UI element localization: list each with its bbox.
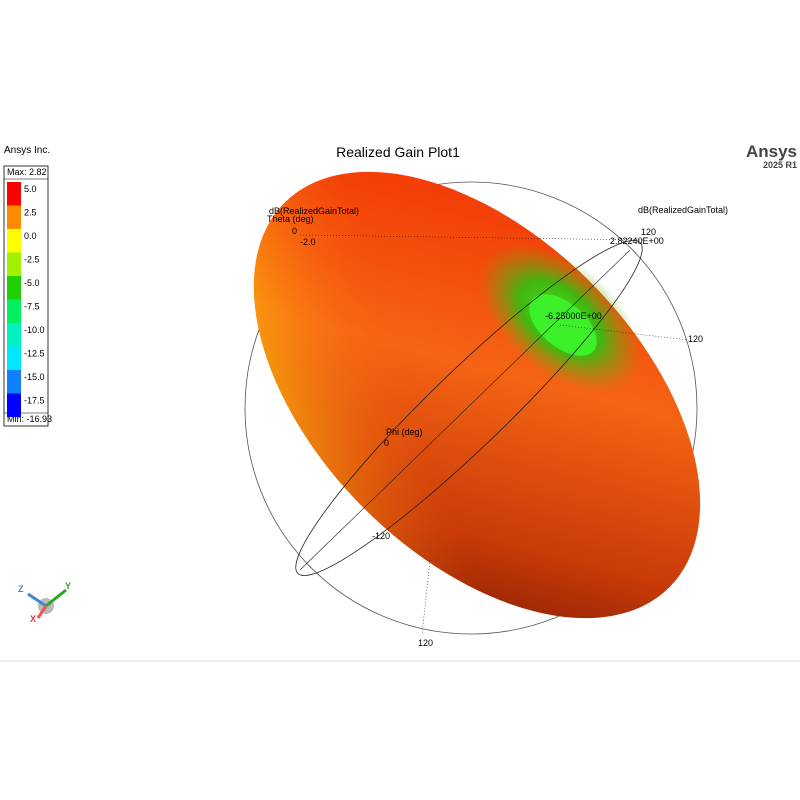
triad-y-label: Y xyxy=(65,581,71,591)
guide xyxy=(559,324,689,341)
legend-swatch xyxy=(7,393,21,417)
phi-label: Phi (deg) xyxy=(386,427,423,437)
legend-label: -5.0 xyxy=(24,278,40,288)
legend-label: -7.5 xyxy=(24,302,40,312)
guide xyxy=(299,249,631,571)
theta-partial: -2.0 xyxy=(300,237,316,247)
legend-label: -2.5 xyxy=(24,255,40,265)
legend-swatch xyxy=(7,299,21,323)
legend-label: 0.0 xyxy=(24,231,37,241)
torus-hole-core xyxy=(529,294,597,356)
phi-ring xyxy=(295,240,643,576)
phi-minus-120: -120 xyxy=(372,531,390,541)
axis-triad: Y Z X xyxy=(18,581,71,624)
max-value: 2.82240E+00 xyxy=(610,236,664,246)
company: Ansys Inc. xyxy=(4,145,50,156)
min-value: -6.25000E+00 xyxy=(545,311,602,321)
legend-swatch xyxy=(7,182,21,206)
sphere-outline xyxy=(244,181,698,635)
guide xyxy=(299,234,646,241)
version: 2025 R1 xyxy=(763,160,797,170)
torus-body xyxy=(253,171,701,619)
legend-swatch xyxy=(7,346,21,370)
legend-label: -10.0 xyxy=(24,325,45,335)
legend: Max: 2.82 Min: -16.93 5.0 2.5 0.0 -2.5 -5.0 -… xyxy=(3,165,52,427)
legend-swatch xyxy=(7,205,21,229)
right-120: 120 xyxy=(641,227,656,237)
triad-x xyxy=(36,605,48,619)
bottom-120: 120 xyxy=(418,638,433,648)
triad-z-label: Z xyxy=(18,584,24,594)
theta-quantity: dB(RealizedGainTotal) xyxy=(269,206,359,216)
legend-label: 2.5 xyxy=(24,208,37,218)
brand: Ansys xyxy=(746,142,797,161)
legend-label: -12.5 xyxy=(24,349,45,359)
legend-max: Max: 2.82 xyxy=(7,167,47,177)
triad-x-label: X xyxy=(30,614,36,624)
torus-highlight xyxy=(253,171,701,619)
legend-label: 5.0 xyxy=(24,184,37,194)
triad-y xyxy=(45,588,67,608)
right-quantity: dB(RealizedGainTotal) xyxy=(638,205,728,215)
theta-label: Theta (deg) xyxy=(267,214,314,224)
guide xyxy=(421,559,431,636)
legend-swatch xyxy=(7,370,21,394)
legend-min: Min: -16.93 xyxy=(7,414,52,424)
legend-label: -15.0 xyxy=(24,372,45,382)
legend-label: -17.5 xyxy=(24,396,45,406)
phi-zero: 0 xyxy=(384,438,389,448)
plot-title: Realized Gain Plot1 xyxy=(336,144,460,160)
legend-swatch xyxy=(7,323,21,347)
legend-swatch xyxy=(7,252,21,276)
theta-zero: 0 xyxy=(292,226,297,236)
legend-swatch xyxy=(7,229,21,253)
legend-swatch xyxy=(7,276,21,300)
triad-z xyxy=(27,592,47,608)
side-120: 120 xyxy=(688,334,703,344)
